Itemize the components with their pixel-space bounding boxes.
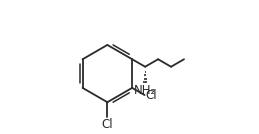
Text: NH₂: NH₂ bbox=[134, 84, 156, 97]
Text: Cl: Cl bbox=[102, 118, 113, 131]
Text: Cl: Cl bbox=[145, 89, 157, 102]
